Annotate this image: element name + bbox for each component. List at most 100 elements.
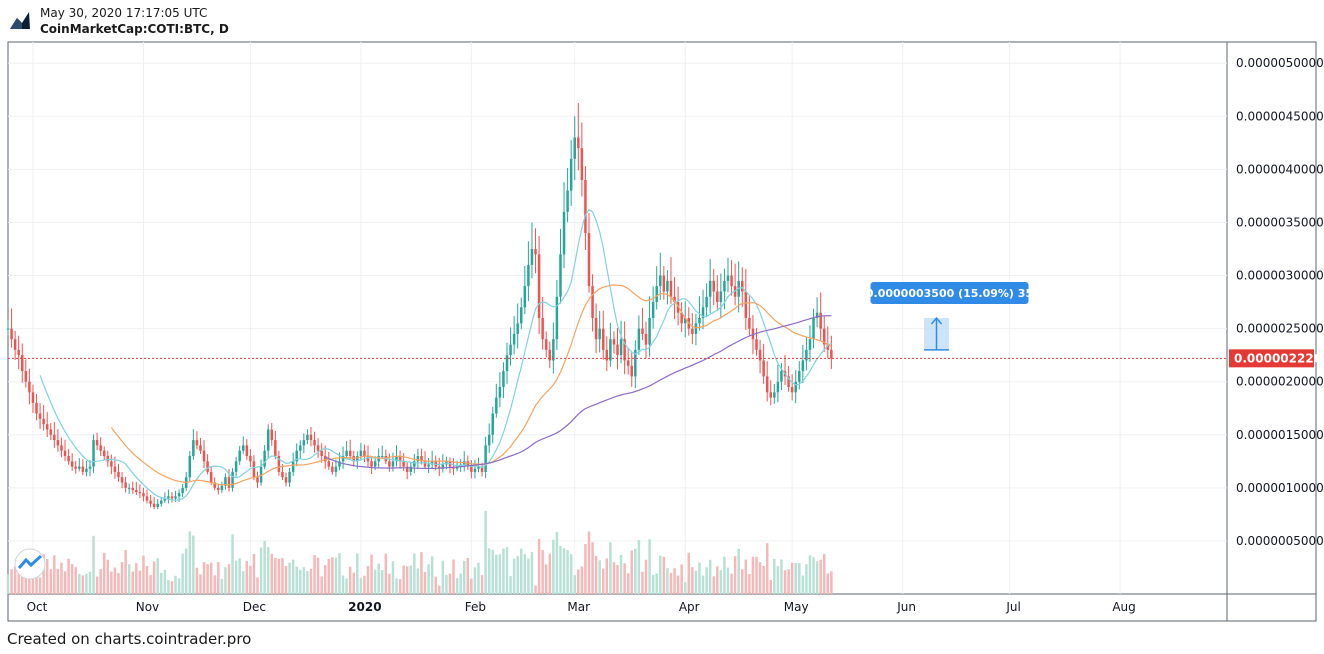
volume-bar bbox=[644, 559, 648, 594]
volume-bar bbox=[413, 553, 416, 594]
volume-bar bbox=[6, 574, 10, 594]
volume-bar bbox=[284, 566, 288, 594]
volume-bar bbox=[99, 568, 102, 594]
candle-body bbox=[694, 323, 698, 334]
candle-body bbox=[313, 440, 316, 446]
volume-bar bbox=[673, 568, 676, 594]
candle-body bbox=[534, 249, 537, 255]
volume-bar bbox=[131, 571, 134, 594]
y-tick-label: 0.0000015000 bbox=[1236, 428, 1324, 442]
volume-bar bbox=[149, 575, 152, 594]
volume-bar bbox=[509, 576, 512, 594]
volume-bar bbox=[801, 575, 805, 594]
candle-body bbox=[441, 464, 445, 469]
volume-bar bbox=[641, 571, 644, 594]
candle-body bbox=[206, 461, 209, 472]
volume-bar bbox=[452, 559, 455, 594]
volume-bar bbox=[67, 558, 70, 594]
volume-bar bbox=[348, 566, 352, 594]
candle-body bbox=[345, 450, 348, 456]
volume-bar bbox=[398, 579, 402, 594]
volume-bar bbox=[733, 556, 737, 594]
volume-bar bbox=[288, 562, 291, 594]
volume-bar bbox=[241, 571, 245, 594]
candle-body bbox=[127, 487, 131, 489]
volume-bar bbox=[805, 564, 808, 594]
volume-bar bbox=[619, 554, 623, 594]
candle-body bbox=[712, 280, 715, 292]
candle-body bbox=[484, 445, 487, 472]
candle-body bbox=[812, 318, 815, 340]
volume-bar bbox=[748, 574, 751, 594]
candle-body bbox=[619, 339, 623, 356]
volume-bar bbox=[338, 553, 341, 594]
volume-bar bbox=[217, 562, 220, 594]
candle-body bbox=[295, 450, 298, 462]
candle-body bbox=[163, 498, 167, 501]
candle-body bbox=[669, 280, 673, 297]
volume-bar bbox=[306, 571, 309, 594]
volume-bar bbox=[577, 569, 580, 594]
candle-body bbox=[117, 471, 120, 478]
candle-body bbox=[794, 381, 797, 393]
volume-bar bbox=[409, 565, 413, 594]
candle-body bbox=[822, 328, 826, 345]
volume-bar bbox=[177, 578, 181, 594]
candle-body bbox=[420, 456, 423, 462]
candle-body bbox=[616, 344, 619, 356]
candle-body bbox=[683, 318, 687, 324]
volume-bar bbox=[167, 580, 170, 594]
volume-bar bbox=[249, 565, 252, 594]
candle-body bbox=[370, 461, 373, 467]
x-tick-label: Feb bbox=[465, 600, 486, 614]
volume-bar bbox=[170, 581, 174, 594]
candle-body bbox=[188, 456, 192, 478]
volume-bar bbox=[491, 549, 494, 594]
candle-body bbox=[758, 349, 762, 361]
volume-bar bbox=[780, 559, 783, 594]
candle-body bbox=[741, 280, 744, 292]
volume-bar bbox=[163, 569, 167, 594]
candle-body bbox=[309, 434, 313, 441]
candle-body bbox=[302, 440, 306, 446]
volume-bar bbox=[555, 532, 559, 594]
candle-body bbox=[60, 445, 63, 451]
volume-bar bbox=[634, 548, 637, 594]
volume-bar bbox=[676, 575, 680, 594]
candle-body bbox=[192, 440, 195, 456]
volume-bar bbox=[694, 570, 698, 594]
volume-bar bbox=[655, 573, 658, 594]
candle-body bbox=[537, 254, 541, 318]
volume-bar bbox=[769, 579, 773, 594]
volume-bar bbox=[245, 561, 249, 594]
volume-bar bbox=[234, 560, 238, 594]
candle-body bbox=[723, 280, 726, 292]
volume-bar bbox=[470, 578, 473, 594]
volume-bar bbox=[783, 570, 787, 594]
candle-body bbox=[348, 450, 352, 456]
volume-bar bbox=[705, 567, 708, 594]
volume-bar bbox=[416, 568, 420, 594]
candle-body bbox=[673, 296, 676, 303]
candle-body bbox=[726, 275, 730, 281]
volume-bar bbox=[302, 567, 306, 594]
chart-header: May 30, 2020 17:17:05 UTC CoinMarketCap:… bbox=[0, 0, 1324, 40]
candle-body bbox=[584, 180, 587, 234]
volume-bar bbox=[377, 563, 380, 594]
volume-bar bbox=[13, 566, 17, 594]
chart-area[interactable]: 0.0000003500 (15.09%) 35 0.0000005000 0.0… bbox=[0, 40, 1324, 626]
candle-body bbox=[17, 349, 20, 356]
candle-body bbox=[480, 466, 484, 472]
volume-bar bbox=[316, 557, 320, 594]
candle-body bbox=[381, 456, 384, 457]
volume-bar bbox=[266, 547, 270, 594]
candle-body bbox=[213, 482, 216, 488]
volume-bar bbox=[256, 577, 259, 594]
measure-label-text: 0.0000003500 (15.09%) 35 bbox=[866, 287, 1033, 300]
volume-bar bbox=[726, 567, 730, 594]
candle-body bbox=[284, 477, 288, 483]
ma-mid-line bbox=[110, 284, 832, 486]
volume-bar bbox=[445, 575, 448, 594]
candle-body bbox=[306, 434, 309, 441]
price-chart[interactable]: 0.0000003500 (15.09%) 35 0.00000050000.0… bbox=[0, 40, 1324, 626]
